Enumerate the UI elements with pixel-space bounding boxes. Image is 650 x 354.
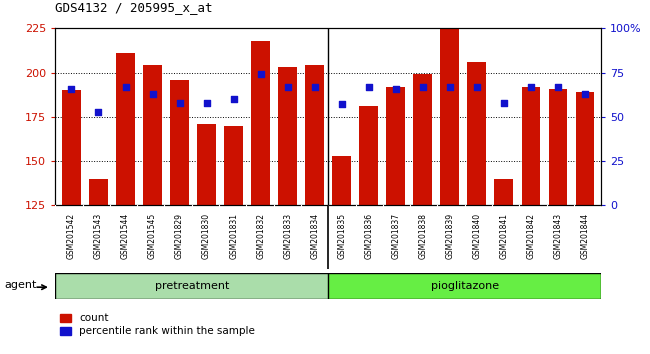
Text: GSM201830: GSM201830: [202, 213, 211, 259]
Bar: [278, 67, 297, 354]
Bar: [306, 65, 324, 354]
Bar: [328, 273, 601, 299]
Point: [418, 84, 428, 90]
Text: GSM201836: GSM201836: [364, 213, 373, 259]
Point: [499, 100, 509, 105]
Legend: count, percentile rank within the sample: count, percentile rank within the sample: [60, 313, 255, 336]
Bar: [549, 88, 567, 354]
Text: GSM201844: GSM201844: [580, 213, 590, 259]
Bar: [89, 179, 108, 354]
Bar: [197, 124, 216, 354]
Text: GSM201542: GSM201542: [67, 213, 76, 259]
Text: pretreatment: pretreatment: [155, 281, 229, 291]
Bar: [495, 179, 514, 354]
Point: [66, 86, 77, 91]
Text: GSM201841: GSM201841: [499, 213, 508, 259]
Text: GSM201842: GSM201842: [526, 213, 536, 259]
Text: GSM201544: GSM201544: [121, 213, 130, 259]
Text: GSM201833: GSM201833: [283, 213, 292, 259]
Point: [255, 72, 266, 77]
Point: [391, 86, 401, 91]
Bar: [467, 62, 486, 354]
Point: [363, 84, 374, 90]
Point: [526, 84, 536, 90]
Point: [337, 102, 347, 107]
Text: GSM201545: GSM201545: [148, 213, 157, 259]
Text: GSM201840: GSM201840: [473, 213, 482, 259]
Bar: [251, 41, 270, 354]
Bar: [55, 273, 328, 299]
Text: GSM201835: GSM201835: [337, 213, 346, 259]
Point: [552, 84, 563, 90]
Bar: [413, 74, 432, 354]
Bar: [521, 87, 540, 354]
Bar: [575, 92, 595, 354]
Text: pioglitazone: pioglitazone: [431, 281, 499, 291]
Bar: [143, 65, 162, 354]
Text: agent: agent: [5, 280, 37, 290]
Bar: [116, 53, 135, 354]
Point: [120, 84, 131, 90]
Text: GSM201839: GSM201839: [445, 213, 454, 259]
Point: [445, 84, 455, 90]
Point: [202, 100, 212, 105]
Bar: [170, 80, 189, 354]
Point: [283, 84, 293, 90]
Text: GSM201829: GSM201829: [175, 213, 184, 259]
Text: GSM201837: GSM201837: [391, 213, 400, 259]
Bar: [332, 156, 351, 354]
Text: GSM201832: GSM201832: [256, 213, 265, 259]
Text: GSM201843: GSM201843: [554, 213, 562, 259]
Text: GSM201834: GSM201834: [310, 213, 319, 259]
Text: GSM201838: GSM201838: [419, 213, 427, 259]
Point: [580, 91, 590, 97]
Bar: [359, 106, 378, 354]
Text: GSM201831: GSM201831: [229, 213, 238, 259]
Point: [309, 84, 320, 90]
Point: [94, 109, 104, 114]
Bar: [441, 28, 460, 354]
Bar: [386, 87, 406, 354]
Point: [472, 84, 482, 90]
Point: [174, 100, 185, 105]
Point: [148, 91, 158, 97]
Bar: [224, 126, 243, 354]
Text: GDS4132 / 205995_x_at: GDS4132 / 205995_x_at: [55, 1, 213, 14]
Text: GSM201543: GSM201543: [94, 213, 103, 259]
Bar: [62, 90, 81, 354]
Point: [228, 96, 239, 102]
